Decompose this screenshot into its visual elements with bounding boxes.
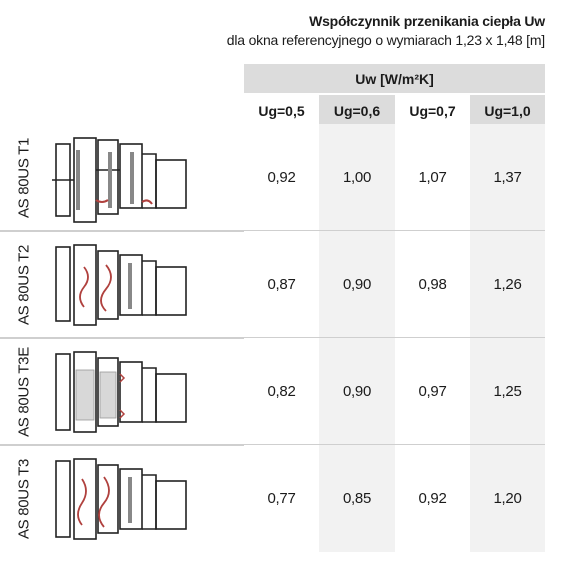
- profile-section-t2-icon: [55, 244, 187, 326]
- col-header: Ug=0,7: [395, 95, 470, 126]
- table-cell: 0,97: [395, 338, 470, 445]
- table-row: AS 80US T2 0,87 0,90 0,98 1,26: [0, 231, 564, 338]
- profile-section-t3e-icon: [55, 351, 187, 433]
- table-cell: 0,82: [244, 338, 319, 445]
- table-row: AS 80US T1 0,92 1,00 1,07 1,37: [0, 124, 564, 231]
- table-cell: 0,90: [319, 231, 395, 338]
- profile-section-t1-icon: [52, 137, 187, 223]
- row-label: AS 80US T1: [15, 137, 33, 218]
- profile-section-t3-icon: [55, 458, 187, 540]
- page-title: Współczynnik przenikania ciepła Uw dla o…: [227, 12, 545, 50]
- value-cells: 0,92 1,00 1,07 1,37: [244, 124, 545, 231]
- uw-table-header: Uw [W/m²K] Ug=0,5 Ug=0,6 Ug=0,7 Ug=1,0: [244, 64, 545, 126]
- table-cell: 1,37: [470, 124, 545, 231]
- title-subtitle: dla okna referencyjnego o wymiarach 1,23…: [226, 32, 545, 48]
- value-cells: 0,87 0,90 0,98 1,26: [244, 231, 545, 338]
- row-label: AS 80US T2: [15, 244, 33, 325]
- table-row: AS 80US T3E 0,82 0,90 0,97 1,25: [0, 338, 564, 445]
- value-cells: 0,82 0,90 0,97 1,25: [244, 338, 545, 445]
- col-header: Ug=0,6: [319, 95, 395, 126]
- table-cell: 0,85: [319, 445, 395, 552]
- table-cell: 0,92: [395, 445, 470, 552]
- title-main: Współczynnik przenikania ciepła Uw: [309, 13, 545, 29]
- table-cell: 1,25: [470, 338, 545, 445]
- table-cell: 1,00: [319, 124, 395, 231]
- row-label: AS 80US T3E: [15, 346, 33, 437]
- ug-header-row: Ug=0,5 Ug=0,6 Ug=0,7 Ug=1,0: [244, 95, 545, 126]
- table-cell: 1,07: [395, 124, 470, 231]
- uw-group-header: Uw [W/m²K]: [244, 64, 545, 93]
- table-row: AS 80US T3 0,77 0,85 0,92 1,20: [0, 445, 564, 552]
- table-cell: 0,77: [244, 445, 319, 552]
- col-header: Ug=0,5: [244, 95, 319, 126]
- col-header: Ug=1,0: [470, 95, 545, 126]
- table-cell: 0,87: [244, 231, 319, 338]
- table-cell: 1,20: [470, 445, 545, 552]
- table-cell: 1,26: [470, 231, 545, 338]
- table-body: AS 80US T1 0,92 1,00 1,07 1,37 AS 80US T…: [0, 124, 564, 552]
- row-label: AS 80US T3: [15, 458, 33, 539]
- table-cell: 0,92: [244, 124, 319, 231]
- value-cells: 0,77 0,85 0,92 1,20: [244, 445, 545, 552]
- table-cell: 0,98: [395, 231, 470, 338]
- table-cell: 0,90: [319, 338, 395, 445]
